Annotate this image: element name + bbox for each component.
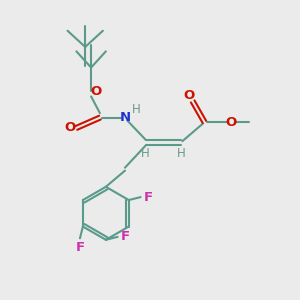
- Text: H: H: [141, 147, 149, 160]
- Text: O: O: [184, 89, 195, 102]
- Text: O: O: [91, 85, 102, 98]
- Text: O: O: [225, 116, 237, 128]
- Text: O: O: [64, 122, 76, 134]
- Text: H: H: [132, 103, 140, 116]
- Text: F: F: [75, 241, 85, 254]
- Text: F: F: [120, 230, 130, 243]
- Text: H: H: [176, 147, 185, 160]
- Text: N: N: [119, 111, 130, 124]
- Text: F: F: [143, 190, 152, 204]
